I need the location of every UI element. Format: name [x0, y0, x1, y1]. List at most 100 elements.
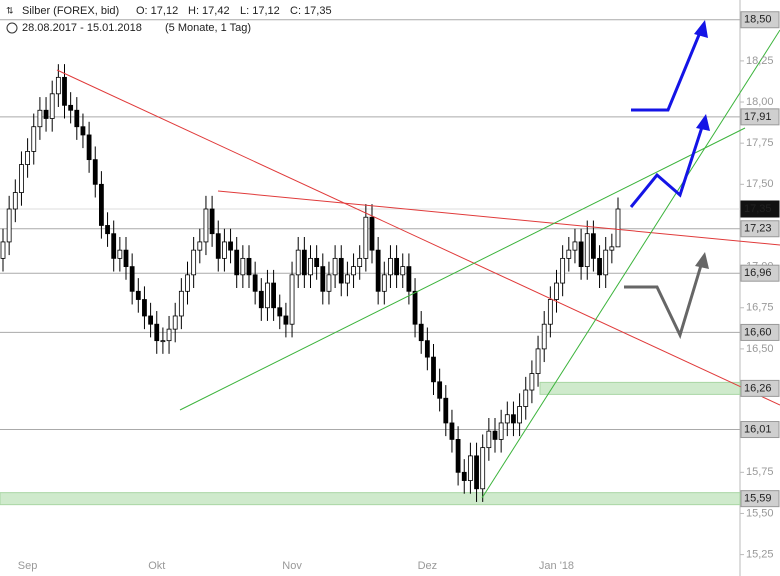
- candle-body: [178, 290, 184, 317]
- arrowhead: [694, 20, 708, 38]
- symbol: Silber (FOREX, bid): [22, 5, 119, 17]
- arrow: [624, 261, 704, 340]
- x-tick-label: Nov: [282, 560, 302, 572]
- candle-body: [375, 249, 381, 292]
- candle-body: [55, 76, 61, 95]
- candle-body: [129, 266, 135, 292]
- candle-body: [449, 422, 455, 440]
- candle-body: [455, 439, 461, 473]
- candle-body: [74, 109, 80, 128]
- candle-body: [172, 315, 178, 330]
- candle-body: [203, 208, 209, 243]
- candle-body: [62, 76, 67, 106]
- candle-body: [338, 257, 344, 284]
- candle-body: [142, 299, 147, 317]
- candle-body: [240, 257, 246, 276]
- trendline: [481, 29, 780, 499]
- y-tick-label: 15,50: [746, 507, 774, 519]
- candle-body: [117, 249, 123, 259]
- candle-body: [363, 216, 369, 259]
- candle-body: [283, 315, 289, 325]
- candle-body: [271, 282, 277, 309]
- candle-body: [480, 447, 486, 490]
- candle-body: [400, 266, 406, 276]
- candle-body: [31, 126, 37, 152]
- header: ⇅ Silber (FOREX, bid) O: 17,12 H: 17,42 …: [6, 5, 332, 34]
- high: H: 17,42: [188, 5, 230, 17]
- candle-body: [406, 266, 412, 292]
- x-tick-label: Jan '18: [539, 560, 574, 572]
- candle-body: [326, 274, 332, 292]
- level-label: 16,96: [744, 267, 772, 279]
- candle-body: [25, 151, 31, 165]
- y-tick-label: 18,25: [746, 55, 774, 67]
- candle-body: [517, 406, 522, 424]
- candle-body: [351, 266, 356, 276]
- level-box: [740, 264, 780, 282]
- candle-body: [252, 274, 258, 292]
- y-tick-label: 15,25: [746, 549, 774, 561]
- candle-body: [265, 282, 270, 309]
- arrow: [631, 29, 703, 112]
- candle-body: [511, 414, 516, 424]
- level-label: 18,50: [744, 14, 772, 26]
- candle-body: [412, 290, 418, 325]
- candle-body: [209, 208, 215, 235]
- candle-body: [6, 208, 12, 243]
- candle-body: [154, 323, 160, 342]
- candle-body: [486, 430, 492, 449]
- candle-body: [246, 257, 252, 276]
- arrow: [629, 123, 705, 208]
- candle-body: [591, 233, 596, 259]
- candle-body: [566, 249, 572, 259]
- candle-body: [111, 233, 117, 259]
- candle-body: [572, 241, 578, 251]
- candle-body: [99, 183, 104, 226]
- trendline: [217, 190, 780, 246]
- candle-body: [443, 397, 449, 424]
- candle-body: [197, 241, 203, 251]
- candle-body: [535, 348, 541, 374]
- candle-body: [492, 430, 498, 440]
- candle-body: [498, 422, 504, 440]
- level-box: [740, 323, 780, 341]
- candle-body: [369, 216, 375, 251]
- candle-body: [185, 274, 190, 292]
- support-zone: [539, 381, 741, 395]
- candle-body: [609, 246, 615, 251]
- level-label: 16,60: [744, 326, 772, 338]
- period: (5 Monate, 1 Tag): [165, 22, 251, 34]
- candle-body: [314, 257, 320, 268]
- level-box: [740, 379, 780, 397]
- x-tick-label: Okt: [148, 560, 165, 572]
- candle-body: [437, 381, 443, 399]
- level-label: 15,59: [744, 493, 772, 505]
- candle-body: [394, 257, 400, 276]
- arrowhead: [695, 252, 709, 269]
- candle-body: [344, 274, 350, 284]
- y-tick-label: 16,75: [746, 302, 774, 314]
- candle-body: [388, 257, 393, 276]
- candle-body: [92, 159, 98, 185]
- candle-body: [424, 340, 430, 358]
- drawings: [56, 20, 780, 499]
- candle-body: [474, 455, 479, 490]
- candle-body: [295, 249, 301, 276]
- y-tick-label: 15,75: [746, 466, 774, 478]
- candle-body: [504, 414, 510, 424]
- level-box: [740, 490, 780, 508]
- candle-body: [43, 109, 49, 119]
- candle-body: [603, 249, 609, 276]
- candle-body: [37, 109, 43, 128]
- level-box: [740, 421, 780, 439]
- range: 28.08.2017 - 15.01.2018: [22, 22, 142, 34]
- candle-body: [560, 257, 566, 284]
- x-tick-label: Dez: [418, 560, 438, 572]
- candle-body: [357, 257, 363, 268]
- candle-body: [166, 328, 172, 342]
- candle-body: [418, 323, 424, 342]
- candle-body: [615, 208, 621, 248]
- low: L: 17,12: [240, 5, 280, 17]
- candle-body: [12, 192, 18, 210]
